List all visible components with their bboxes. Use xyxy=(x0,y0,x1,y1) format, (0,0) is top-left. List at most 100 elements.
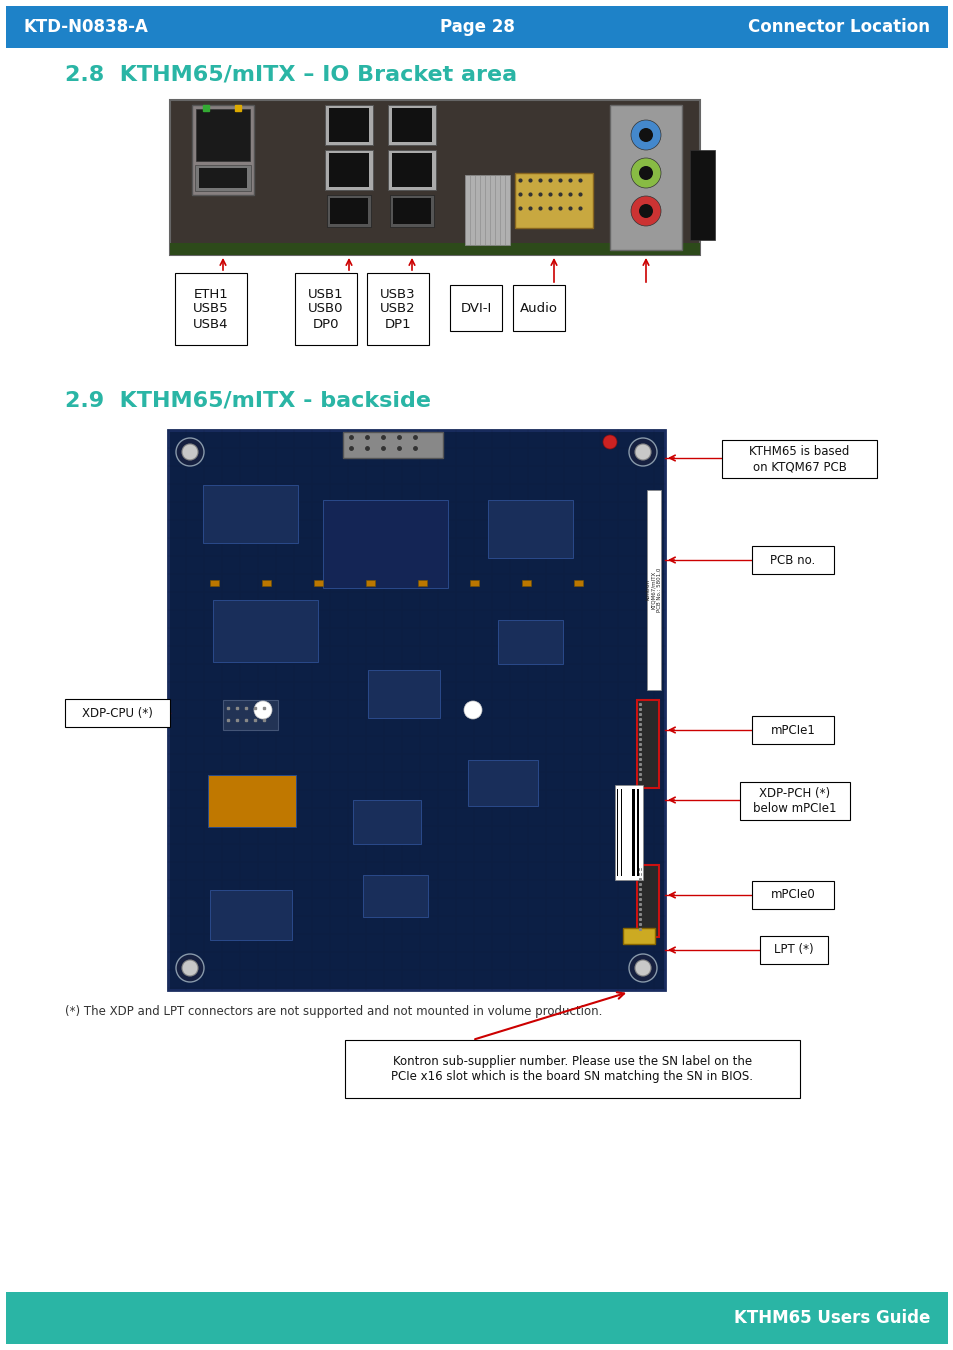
Bar xyxy=(314,580,323,586)
Bar xyxy=(170,100,700,255)
Bar xyxy=(392,108,432,142)
Text: XDP-CPU (*): XDP-CPU (*) xyxy=(82,706,152,720)
Bar xyxy=(751,545,833,574)
Bar xyxy=(751,882,833,909)
Bar xyxy=(388,105,436,144)
Bar xyxy=(262,580,271,586)
Bar xyxy=(615,784,642,880)
Circle shape xyxy=(175,954,204,981)
Bar xyxy=(751,716,833,744)
Bar xyxy=(329,108,369,142)
Bar xyxy=(760,936,827,964)
Text: (*) The XDP and LPT connectors are not supported and not mounted in volume produ: (*) The XDP and LPT connectors are not s… xyxy=(65,1004,601,1018)
Bar xyxy=(363,875,428,917)
Text: mPCIe1: mPCIe1 xyxy=(770,724,815,737)
Bar xyxy=(628,788,629,876)
Bar xyxy=(192,105,253,194)
Bar xyxy=(521,580,531,586)
Bar xyxy=(633,788,634,876)
Text: 2.8  KTHM65/mITX – IO Bracket area: 2.8 KTHM65/mITX – IO Bracket area xyxy=(65,65,517,85)
Bar xyxy=(417,580,427,586)
Bar xyxy=(497,620,562,664)
Circle shape xyxy=(630,120,660,150)
Bar xyxy=(345,1040,800,1098)
Bar xyxy=(325,150,373,190)
Bar xyxy=(488,500,573,558)
Bar xyxy=(213,599,317,662)
Bar xyxy=(294,273,356,346)
Bar xyxy=(393,198,431,224)
FancyBboxPatch shape xyxy=(3,1289,950,1347)
FancyBboxPatch shape xyxy=(3,3,950,51)
Text: KTHM65 Users Guide: KTHM65 Users Guide xyxy=(733,1310,929,1327)
Bar xyxy=(618,788,619,876)
Bar xyxy=(65,699,170,728)
Bar xyxy=(468,760,537,806)
Circle shape xyxy=(175,437,204,466)
Text: XDP-PCH (*)
below mPCIe1: XDP-PCH (*) below mPCIe1 xyxy=(753,787,836,815)
Circle shape xyxy=(639,128,652,142)
Text: 2.9  KTHM65/mITX - backside: 2.9 KTHM65/mITX - backside xyxy=(65,390,431,410)
Bar xyxy=(353,801,420,844)
Text: KTHM65 is based
on KTQM67 PCB: KTHM65 is based on KTQM67 PCB xyxy=(748,446,849,472)
Bar xyxy=(366,580,375,586)
Bar xyxy=(327,194,371,227)
Bar xyxy=(464,176,510,244)
Bar xyxy=(450,285,501,331)
Bar xyxy=(367,273,429,346)
Bar xyxy=(609,105,681,250)
Circle shape xyxy=(630,158,660,188)
Bar xyxy=(574,580,582,586)
Circle shape xyxy=(635,960,650,976)
Bar xyxy=(622,927,655,944)
Text: Connector Location: Connector Location xyxy=(747,18,929,36)
Bar xyxy=(721,440,876,478)
Text: kontron
KTQM67/mITX
PCB No.: 5801.0: kontron KTQM67/mITX PCB No.: 5801.0 xyxy=(645,568,661,612)
Bar xyxy=(637,701,659,788)
Circle shape xyxy=(639,204,652,217)
Circle shape xyxy=(628,437,657,466)
Bar xyxy=(170,243,700,255)
Text: LPT (*): LPT (*) xyxy=(774,944,813,957)
Bar xyxy=(174,273,247,346)
Circle shape xyxy=(628,954,657,981)
Bar xyxy=(210,580,219,586)
Bar xyxy=(617,788,618,876)
Text: ETH1
USB5
USB4: ETH1 USB5 USB4 xyxy=(193,288,229,331)
Bar xyxy=(199,167,247,188)
Bar xyxy=(194,165,251,190)
Bar xyxy=(624,788,626,876)
Text: KTD-N0838-A: KTD-N0838-A xyxy=(24,18,149,36)
Bar xyxy=(621,788,623,876)
Bar xyxy=(325,105,373,144)
Bar xyxy=(740,782,849,819)
Bar xyxy=(330,198,368,224)
Circle shape xyxy=(639,166,652,180)
Bar xyxy=(515,173,593,228)
Bar xyxy=(343,432,442,458)
Bar xyxy=(390,194,434,227)
Circle shape xyxy=(635,444,650,460)
Bar xyxy=(513,285,564,331)
Bar xyxy=(392,153,432,188)
Circle shape xyxy=(253,701,272,720)
Text: Audio: Audio xyxy=(519,301,558,315)
Bar xyxy=(637,865,659,937)
Bar xyxy=(223,701,277,730)
Bar xyxy=(329,153,369,188)
Bar xyxy=(388,150,436,190)
Bar xyxy=(689,150,714,240)
Bar xyxy=(210,890,292,940)
Bar xyxy=(470,580,478,586)
Circle shape xyxy=(182,960,198,976)
Text: PCB no.: PCB no. xyxy=(770,554,815,567)
Text: DVI-I: DVI-I xyxy=(460,301,491,315)
Bar xyxy=(646,490,660,690)
Bar xyxy=(626,788,627,876)
Text: USB1
USB0
DP0: USB1 USB0 DP0 xyxy=(308,288,343,331)
Text: Page 28: Page 28 xyxy=(439,18,514,36)
Bar xyxy=(195,109,250,161)
Bar xyxy=(368,670,439,718)
Text: USB3
USB2
DP1: USB3 USB2 DP1 xyxy=(380,288,416,331)
Bar xyxy=(635,788,636,876)
